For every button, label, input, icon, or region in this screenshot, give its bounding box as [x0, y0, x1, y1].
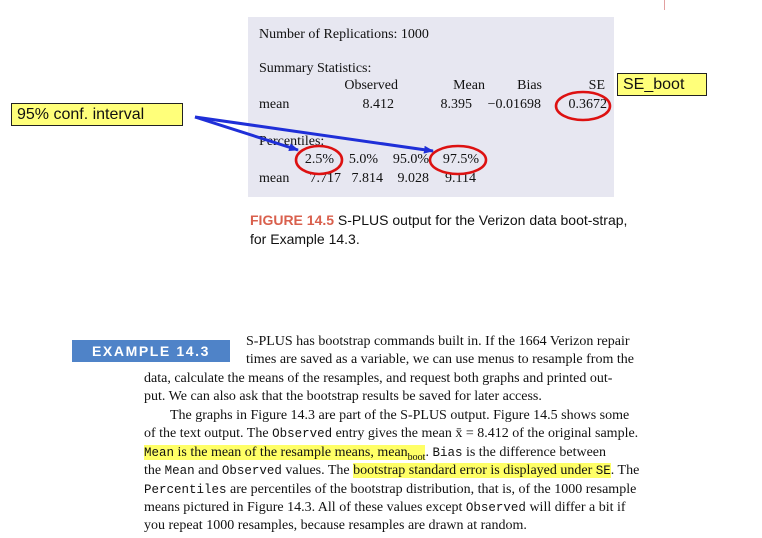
page-edge-mark: [664, 0, 665, 10]
percentile-5-0-value: 7.814: [351, 171, 384, 186]
summary-row-label: mean: [259, 97, 290, 112]
replications-line: Number of Replications: 1000: [259, 27, 429, 42]
splus-output-panel: [248, 17, 614, 197]
percentile-col-2-5: 2.5%: [304, 152, 334, 167]
percentile-col-97-5: 97.5%: [442, 152, 479, 167]
code-observed: Observed: [221, 464, 282, 478]
text-run: and: [198, 463, 219, 478]
percentile-col-95-0: 95.0%: [392, 152, 429, 167]
example-line-4: put. We can also ask that the bootstrap …: [144, 389, 542, 404]
example-line-6: of the text output. The Observed entry g…: [144, 425, 724, 444]
summary-col-se: SE: [588, 78, 605, 93]
example-line-11: you repeat 1000 resamples, because resam…: [144, 518, 527, 533]
example-line-2: times are saved as a variable, we can us…: [246, 352, 634, 367]
text-run: of the text output. The: [144, 426, 269, 441]
example-line-1: S-PLUS has bootstrap commands built in. …: [246, 334, 630, 349]
se-boot-callout: SE_boot: [617, 73, 707, 96]
example-line-8: the Mean and Observed values. The bootst…: [144, 462, 724, 481]
text-run: are percentiles of the bootstrap distrib…: [230, 482, 637, 497]
figure-caption-text: S-PLUS output for the Verizon data boot-…: [250, 212, 628, 247]
ci-arrow-left: [194, 115, 299, 152]
ci-arrow-right: [194, 115, 434, 154]
percentiles-heading: Percentiles:: [259, 134, 325, 149]
text-run: . The: [610, 463, 640, 478]
text-run: means pictured in Figure 14.3. All of th…: [144, 500, 463, 515]
percentile-95-0-value: 9.028: [397, 171, 430, 186]
text-run: values. The: [285, 463, 350, 478]
percentile-2-5-circle: [294, 144, 344, 176]
summary-col-mean: Mean: [453, 78, 485, 93]
ci-callout: 95% conf. interval: [11, 103, 183, 126]
example-line-5: The graphs in Figure 14.3 are part of th…: [170, 408, 630, 423]
example-line-9: Percentiles are percentiles of the boots…: [144, 481, 724, 500]
code-mean: Mean: [164, 464, 195, 478]
summary-col-bias: Bias: [517, 78, 542, 93]
highlight-mean-definition: Mean is the mean of the resample means, …: [144, 445, 426, 463]
percentile-row-label: mean: [259, 171, 290, 186]
code-se: SE: [595, 464, 611, 478]
example-line-10: means pictured in Figure 14.3. All of th…: [144, 499, 724, 518]
text-run: the: [144, 463, 162, 478]
percentile-97-5-circle: [428, 144, 488, 176]
highlight-text: is the mean of the resample means, mean: [177, 445, 408, 460]
summary-mean-value: 8.395: [440, 97, 473, 112]
subscript-boot: boot: [407, 451, 426, 463]
text-run: will differ a bit if: [529, 500, 626, 515]
code-bias: Bias: [432, 446, 463, 460]
figure-label: FIGURE 14.5: [250, 212, 335, 228]
highlight-text: bootstrap standard error is displayed un…: [353, 463, 593, 478]
percentile-col-5-0: 5.0%: [348, 152, 378, 167]
summary-col-observed: Observed: [344, 78, 398, 93]
code-mean: Mean: [144, 446, 175, 460]
example-line-3: data, calculate the means of the resampl…: [144, 371, 613, 386]
example-badge: EXAMPLE 14.3: [72, 340, 230, 362]
code-observed: Observed: [272, 427, 333, 441]
summary-bias-value: −0.01698: [487, 97, 541, 112]
highlight-se-definition: bootstrap standard error is displayed un…: [353, 463, 611, 478]
summary-se-value: 0.3672: [568, 97, 608, 112]
text-run: entry gives the mean x̄ = 8.412 of the o…: [335, 426, 639, 441]
figure-caption: FIGURE 14.5 S-PLUS output for the Verizo…: [250, 211, 630, 249]
summary-observed-value: 8.412: [362, 97, 395, 112]
text-run: .: [425, 445, 429, 460]
summary-heading: Summary Statistics:: [259, 61, 372, 76]
code-percentiles: Percentiles: [144, 483, 227, 497]
se-value-circle: [554, 90, 612, 122]
code-observed: Observed: [465, 501, 526, 515]
example-line-7: Mean is the mean of the resample means, …: [144, 444, 724, 467]
text-run: is the difference between: [465, 445, 607, 460]
